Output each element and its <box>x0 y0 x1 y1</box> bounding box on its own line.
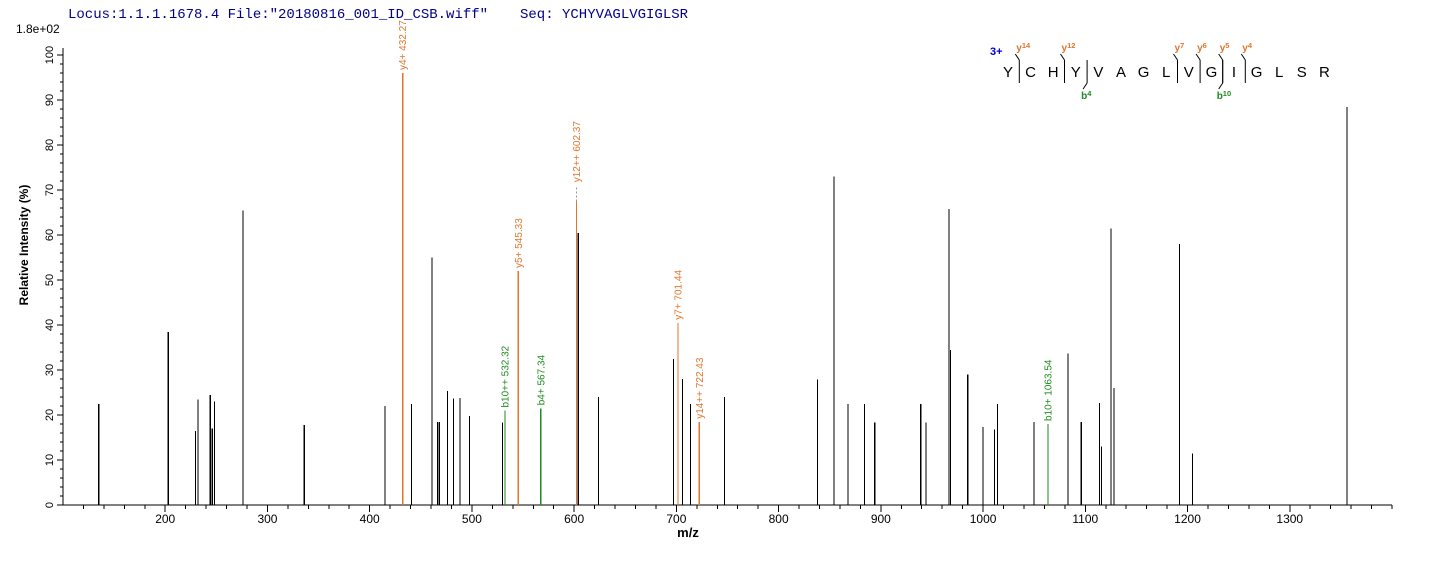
y-tick-label: 90 <box>44 94 56 106</box>
peak-label-602.37: y12++ 602.37 <box>572 121 583 183</box>
x-tick-label: 200 <box>155 512 175 526</box>
peak-label-701.44: y7+ 701.44 <box>673 270 684 320</box>
x-tick-label: 900 <box>871 512 891 526</box>
precursor-charge: 3+ <box>990 46 1003 58</box>
residue-5-V: V <box>1093 64 1103 81</box>
y-ion-label: y5 <box>1220 41 1230 54</box>
x-tick-label: 500 <box>462 512 482 526</box>
x-tick-label: 1300 <box>1276 512 1303 526</box>
y-ion-stub <box>1014 53 1020 61</box>
y-axis-scale-note: 1.8e+02 <box>16 22 60 36</box>
x-tick-label: 800 <box>769 512 789 526</box>
b-ion-stub <box>1218 82 1224 90</box>
residue-1-Y: Y <box>1003 64 1013 81</box>
peaks: y4+ 432.27 b10++ 532.32 y5+ 545.33 b4+ 567.… <box>98 20 1348 505</box>
x-axis-title: m/z <box>677 525 699 540</box>
y-tick-label: 60 <box>44 229 56 241</box>
y-ion-label: y14 <box>1016 41 1031 54</box>
residue-7-G: G <box>1138 64 1150 81</box>
y-ion-stub <box>1195 53 1201 61</box>
peak-label-545.33: y5+ 545.33 <box>514 218 525 268</box>
x-tick-label: 1200 <box>1174 512 1201 526</box>
axes: 200 300 400 500 600 700 800 900 1000 1100 1200 1300… <box>44 46 1393 526</box>
residue-6-A: A <box>1116 64 1126 81</box>
residue-14-S: S <box>1297 64 1307 81</box>
x-tick-label: 600 <box>564 512 584 526</box>
header-peptide-sequence: Seq: YCHYVAGLVGIGLSR <box>520 7 689 23</box>
y-tick-label: 80 <box>44 139 56 151</box>
y-axis-title: Relative Intensity (%) <box>17 185 31 306</box>
y-ion-label: y7 <box>1175 41 1185 54</box>
x-tick-label: 1100 <box>1072 512 1098 526</box>
residue-15-R: R <box>1319 64 1330 81</box>
y-ion-stub <box>1218 53 1224 61</box>
residue-8-L: L <box>1162 64 1170 81</box>
y-ion-stub <box>1240 53 1246 61</box>
x-tick-label: 400 <box>360 512 380 526</box>
residue-3-H: H <box>1048 64 1059 81</box>
residue-10-G: G <box>1206 64 1218 81</box>
peak-label-722.43: y14++ 722.43 <box>695 357 706 419</box>
residue-13-L: L <box>1275 64 1283 81</box>
y-tick-label: 10 <box>44 454 56 466</box>
y-tick-label: 40 <box>44 319 56 331</box>
y-tick-label: 20 <box>44 409 56 421</box>
y-ion-stub <box>1173 53 1178 61</box>
y-tick-label: 0 <box>44 502 56 508</box>
b-ion-stub <box>1082 82 1088 90</box>
peak-label-1063.54: b10+ 1063.54 <box>1044 359 1055 421</box>
peak-label-532.32: b10++ 532.32 <box>500 345 511 407</box>
peak-label-567.34: b4+ 567.34 <box>536 354 547 405</box>
y-ion-stub <box>1060 53 1065 61</box>
y-ion-label: y6 <box>1197 41 1207 54</box>
x-tick-label: 700 <box>666 512 686 526</box>
y-tick-label: 30 <box>44 364 56 376</box>
y-tick-label: 100 <box>44 46 56 64</box>
residue-4-Y: Y <box>1071 64 1081 81</box>
y-ion-label: y4 <box>1242 41 1253 54</box>
b-ion-label: b10 <box>1217 89 1231 102</box>
x-tick-label: 1000 <box>970 512 997 526</box>
header-locus-file: Locus:1.1.1.1678.4 File:"20180816_001_ID… <box>68 7 489 23</box>
y-ion-label: y12 <box>1062 41 1076 54</box>
residue-12-G: G <box>1251 64 1263 81</box>
residue-11-I: I <box>1232 64 1236 81</box>
y-tick-label: 50 <box>44 274 56 286</box>
peak-label-432.27: y4+ 432.27 <box>398 20 409 70</box>
x-tick-label: 300 <box>257 512 277 526</box>
residue-2-C: C <box>1025 64 1036 81</box>
residue-9-V: V <box>1184 64 1194 81</box>
b-ion-label: b4 <box>1081 89 1092 102</box>
y-tick-label: 70 <box>44 184 56 196</box>
